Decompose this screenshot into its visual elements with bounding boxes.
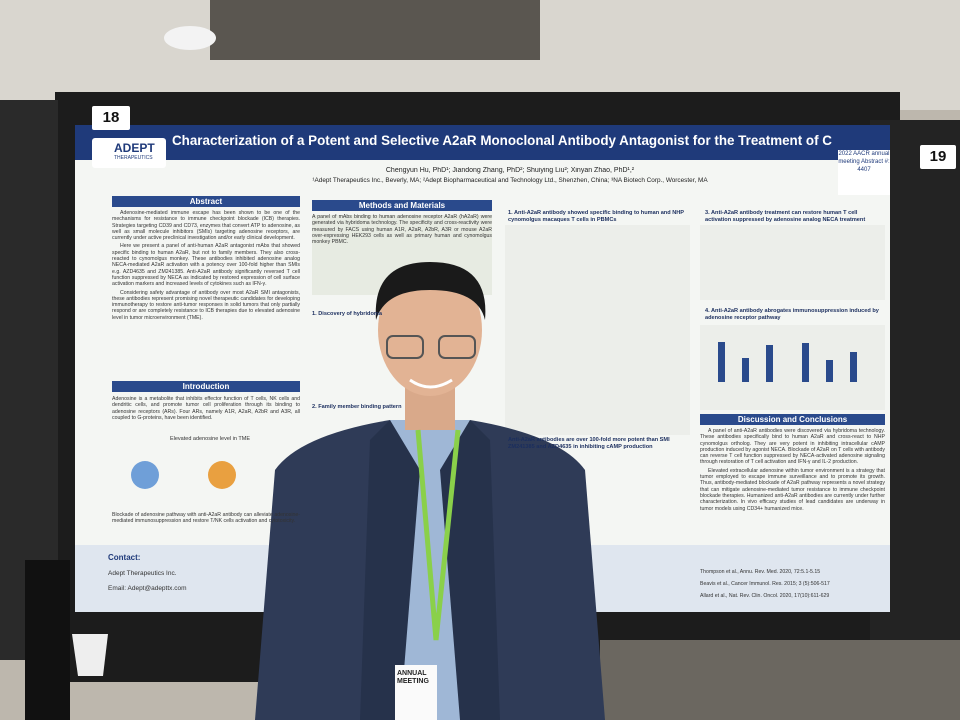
lapel — [440, 420, 500, 720]
board-number: 18 — [92, 106, 130, 130]
result-heading: Anti-A2aR antibodies are over 100-fold m… — [508, 437, 670, 450]
references: Thompson et al., Annu. Rev. Med. 2020, 7… — [700, 566, 885, 602]
poster-affiliations: ¹Adept Therapeutics Inc., Beverly, MA; ²… — [312, 177, 708, 184]
paragraph: Considering safety advantage of antibody… — [112, 289, 300, 321]
section-heading: Abstract — [112, 196, 300, 207]
figure-label: Elevated adenosine level in TME — [169, 436, 250, 442]
result-heading: 1. Discovery of hybridoma — [312, 311, 382, 317]
smile — [409, 378, 453, 389]
intro-conclusion: Blockade of adenosine pathway with anti-… — [112, 512, 300, 525]
logo-name: ADEPT — [114, 141, 155, 155]
figure-bar — [766, 345, 773, 382]
section-heading: Discussion and Conclusions — [700, 414, 885, 425]
result-heading: 4. Anti-A2aR antibody abrogates immunosu… — [705, 308, 879, 321]
reference: Allard et al., Nat. Rev. Clin. Oncol. 20… — [700, 593, 830, 599]
figure — [700, 325, 885, 410]
result-heading: 2. Family member binding pattern — [312, 404, 402, 410]
figure-bar — [826, 360, 833, 382]
poster-title: Characterization of a Potent and Selecti… — [172, 133, 832, 148]
poster-header — [75, 125, 890, 160]
ceiling-opening — [210, 0, 540, 60]
ceiling-light — [164, 26, 216, 50]
board-number: 19 — [920, 145, 956, 169]
floor — [600, 640, 960, 720]
section-heading: Methods and Materials — [312, 200, 492, 211]
figure — [505, 225, 690, 435]
paragraph: A panel of anti-A2aR antibodies were dis… — [700, 428, 885, 466]
glasses — [438, 335, 476, 359]
logo: ADEPT THERAPEUTICS — [92, 138, 166, 168]
figure-bar — [742, 358, 749, 382]
methods-text: A panel of mAbs binding to human adenosi… — [312, 214, 492, 246]
badge-text: ANNUAL MEETING — [397, 670, 429, 685]
lapel — [360, 420, 420, 720]
lanyard — [415, 429, 461, 641]
figure — [700, 225, 885, 300]
figure-bar — [850, 352, 857, 382]
figure-bar — [718, 342, 725, 382]
logo-tagline: THERAPEUTICS — [114, 155, 153, 161]
result-heading: 1. Anti-A2aR antibody showed specific bi… — [508, 210, 684, 223]
hair — [375, 262, 486, 320]
glasses — [386, 335, 424, 359]
paragraph: Adenosine-mediated immune escape has bee… — [112, 210, 300, 242]
pole — [25, 560, 70, 720]
badge — [395, 665, 437, 720]
cell-icon — [208, 461, 236, 489]
contact-email: Email: Adept@adepttx.com — [108, 585, 187, 592]
result-heading: 3. Anti-A2aR antibody treatment can rest… — [705, 210, 866, 223]
reference: Beavis et al., Cancer Immunol. Res. 2015… — [700, 581, 830, 587]
meeting-box: 2022 AACR annual meeting Abstract #: 440… — [838, 150, 890, 195]
abstract-text: Adenosine-mediated immune escape has bee… — [112, 210, 300, 375]
discussion-text: A panel of anti-A2aR antibodies were dis… — [700, 428, 885, 543]
figure-bar — [802, 343, 809, 382]
intro-text: Adenosine is a metabolite that inhibits … — [112, 396, 300, 421]
reference: Thompson et al., Annu. Rev. Med. 2020, 7… — [700, 569, 821, 575]
paragraph: Elevated extracellular adenosine within … — [700, 467, 885, 512]
cup — [72, 634, 108, 676]
section-heading: Introduction — [112, 381, 300, 392]
cell-icon — [131, 461, 159, 489]
contact-heading: Contact: — [108, 553, 141, 562]
paragraph: Here we present a panel of anti-human A2… — [112, 243, 300, 288]
contact-company: Adept Therapeutics Inc. — [108, 570, 177, 577]
face — [378, 264, 482, 396]
poster-authors: Chengyun Hu, PhD¹; Jiandong Zhang, PhD²;… — [385, 167, 635, 174]
